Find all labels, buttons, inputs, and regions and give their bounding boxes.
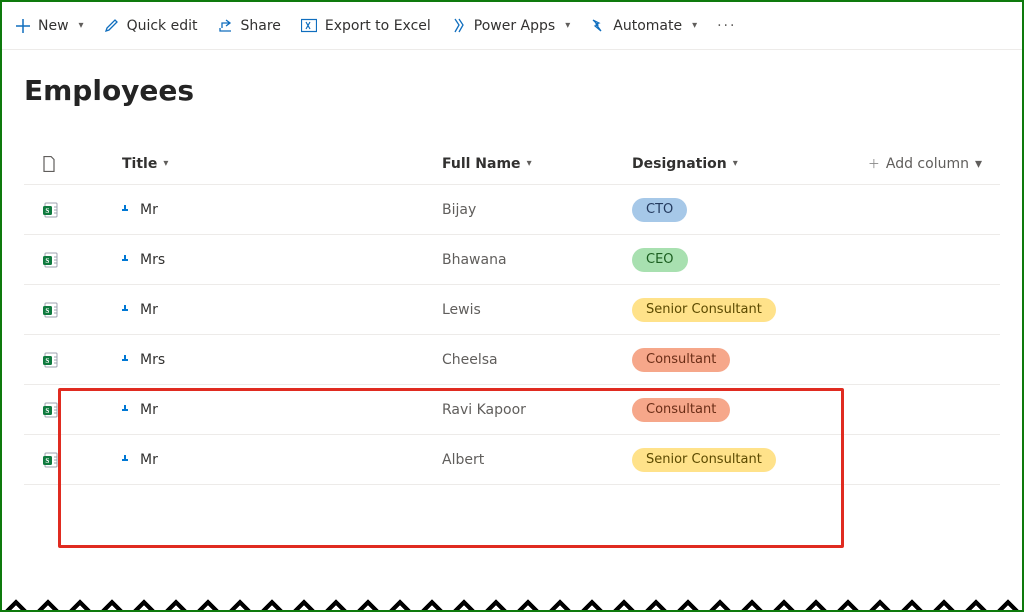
- page-title: Employees: [24, 74, 1000, 107]
- svg-text:S: S: [45, 407, 49, 415]
- new-item-indicator-icon: [122, 405, 132, 415]
- cell-title: Mr: [140, 202, 158, 218]
- new-item-indicator-icon: [122, 255, 132, 265]
- sharepoint-doc-icon: S: [42, 451, 122, 469]
- torn-edge-decoration: [0, 588, 1024, 612]
- cell-fullname: Cheelsa: [442, 352, 632, 368]
- column-header-designation[interactable]: Designation ▾: [632, 156, 852, 172]
- power-apps-icon: [451, 18, 466, 33]
- automate-label: Automate: [613, 18, 682, 34]
- new-item-indicator-icon: [122, 355, 132, 365]
- cell-fullname: Lewis: [442, 302, 632, 318]
- sharepoint-doc-icon: S: [42, 401, 122, 419]
- cell-designation: Consultant: [632, 398, 852, 422]
- table-row[interactable]: S Mrs Cheelsa Consultant: [24, 335, 1000, 385]
- quick-edit-button[interactable]: Quick edit: [104, 18, 198, 34]
- chevron-down-icon: ▾: [163, 158, 168, 169]
- share-icon: [218, 18, 233, 33]
- header-type-icon[interactable]: [42, 156, 122, 172]
- cell-fullname: Albert: [442, 452, 632, 468]
- column-header-fullname[interactable]: Full Name ▾: [442, 156, 632, 172]
- sharepoint-doc-icon: S: [42, 351, 122, 369]
- cell-designation: Senior Consultant: [632, 298, 852, 322]
- table-row[interactable]: S Mrs Bhawana CEO: [24, 235, 1000, 285]
- svg-text:S: S: [45, 357, 49, 365]
- cell-title: Mrs: [140, 252, 165, 268]
- designation-pill: Senior Consultant: [632, 298, 776, 322]
- designation-pill: CEO: [632, 248, 688, 272]
- column-header-title[interactable]: Title ▾: [122, 156, 442, 172]
- cell-fullname: Bijay: [442, 202, 632, 218]
- share-label: Share: [241, 18, 281, 34]
- cell-fullname: Ravi Kapoor: [442, 402, 632, 418]
- table-row[interactable]: S Mr Albert Senior Consultant: [24, 435, 1000, 485]
- cell-designation: Senior Consultant: [632, 448, 852, 472]
- svg-text:S: S: [45, 307, 49, 315]
- new-item-indicator-icon: [122, 305, 132, 315]
- cell-title: Mrs: [140, 352, 165, 368]
- column-header-fullname-label: Full Name: [442, 156, 521, 172]
- chevron-down-icon: ▾: [79, 20, 84, 31]
- cell-fullname: Bhawana: [442, 252, 632, 268]
- designation-pill: Senior Consultant: [632, 448, 776, 472]
- pencil-icon: [104, 18, 119, 33]
- plus-icon: [16, 19, 30, 33]
- table-row[interactable]: S Mr Ravi Kapoor Consultant: [24, 385, 1000, 435]
- plus-icon: ＋: [868, 155, 880, 172]
- cell-title: Mr: [140, 302, 158, 318]
- cell-designation: CTO: [632, 198, 852, 222]
- list-rows: S Mr Bijay CTO S Mrs Bhawana CEO S Mr: [24, 185, 1000, 485]
- cell-title: Mr: [140, 402, 158, 418]
- excel-icon: [301, 18, 317, 33]
- cell-title: Mr: [140, 452, 158, 468]
- sharepoint-doc-icon: S: [42, 301, 122, 319]
- overflow-menu-button[interactable]: ···: [717, 18, 736, 34]
- new-button-label: New: [38, 18, 69, 34]
- svg-text:S: S: [45, 207, 49, 215]
- new-item-indicator-icon: [122, 205, 132, 215]
- designation-pill: Consultant: [632, 398, 730, 422]
- command-bar: New ▾ Quick edit Share Export to Excel: [2, 2, 1022, 50]
- chevron-down-icon: ▾: [733, 158, 738, 169]
- sharepoint-doc-icon: S: [42, 251, 122, 269]
- content-area: Employees Title ▾ Full Name ▾ Designatio…: [2, 50, 1022, 485]
- cell-designation: Consultant: [632, 348, 852, 372]
- add-column-button[interactable]: ＋ Add column ▾: [852, 155, 982, 172]
- chevron-down-icon: ▾: [527, 158, 532, 169]
- sharepoint-doc-icon: S: [42, 201, 122, 219]
- svg-text:S: S: [45, 257, 49, 265]
- designation-pill: Consultant: [632, 348, 730, 372]
- column-header-title-label: Title: [122, 156, 157, 172]
- new-button[interactable]: New ▾: [16, 18, 84, 34]
- svg-text:S: S: [45, 457, 49, 465]
- list-header-row: Title ▾ Full Name ▾ Designation ▾ ＋ Add …: [24, 143, 1000, 185]
- designation-pill: CTO: [632, 198, 687, 222]
- power-apps-button[interactable]: Power Apps ▾: [451, 18, 570, 34]
- app-frame: New ▾ Quick edit Share Export to Excel: [0, 0, 1024, 612]
- new-item-indicator-icon: [122, 455, 132, 465]
- add-column-label: Add column: [886, 156, 969, 172]
- export-to-excel-button[interactable]: Export to Excel: [301, 18, 431, 34]
- quick-edit-label: Quick edit: [127, 18, 198, 34]
- automate-button[interactable]: Automate ▾: [590, 18, 697, 34]
- column-header-designation-label: Designation: [632, 156, 727, 172]
- automate-icon: [590, 18, 605, 33]
- table-row[interactable]: S Mr Lewis Senior Consultant: [24, 285, 1000, 335]
- chevron-down-icon: ▾: [692, 20, 697, 31]
- chevron-down-icon: ▾: [565, 20, 570, 31]
- cell-designation: CEO: [632, 248, 852, 272]
- export-label: Export to Excel: [325, 18, 431, 34]
- chevron-down-icon: ▾: [975, 156, 982, 172]
- table-row[interactable]: S Mr Bijay CTO: [24, 185, 1000, 235]
- list-view: Title ▾ Full Name ▾ Designation ▾ ＋ Add …: [24, 143, 1000, 485]
- share-button[interactable]: Share: [218, 18, 281, 34]
- ellipsis-icon: ···: [717, 18, 736, 34]
- power-apps-label: Power Apps: [474, 18, 555, 34]
